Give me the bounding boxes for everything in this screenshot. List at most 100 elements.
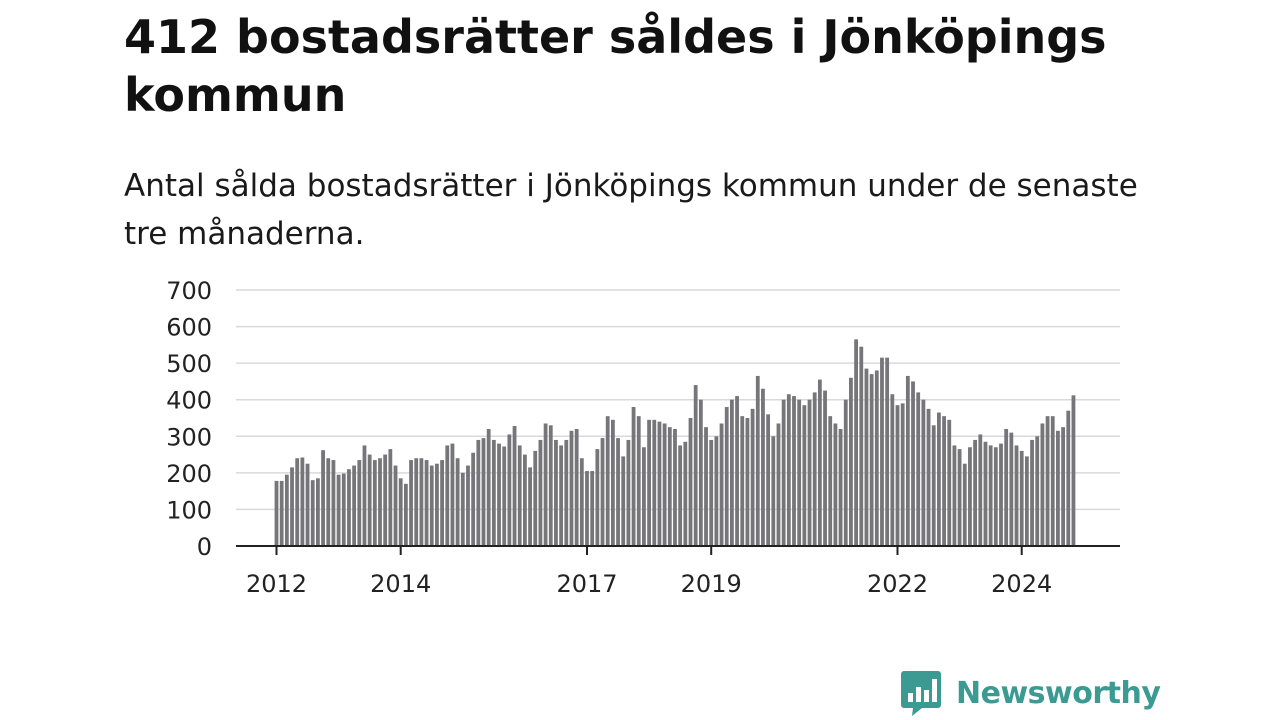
bar [616,438,620,546]
bar [962,463,967,546]
bar [698,399,703,546]
bar [667,427,672,546]
bar [957,449,962,546]
bar [626,439,631,546]
bar [409,460,413,546]
bar [1071,395,1076,546]
bar [388,449,393,546]
bar [393,465,398,546]
bar [838,428,843,546]
bar [947,419,952,546]
bar [372,460,377,546]
bar [621,456,626,546]
bar [673,428,677,546]
bar [590,471,595,546]
bar [554,439,558,546]
bar [895,405,900,546]
bar [316,478,320,546]
bar [1024,456,1029,546]
bar [352,465,357,546]
bar [719,423,724,546]
chart-subtitle: Antal sålda bostadsrätter i Jönköpings k… [124,168,1138,252]
bar [362,445,367,546]
bar [714,436,719,546]
bar [429,465,434,546]
bar [326,458,331,546]
bar [776,423,781,546]
bar [761,388,765,546]
bar [1030,439,1034,546]
bar [890,394,895,546]
bar [481,438,486,546]
bar [610,419,615,546]
bar [398,478,403,546]
bar [585,471,589,546]
chart-title: 412 bostadsrätter såldes i Jönköpings ko… [124,10,1107,122]
bar [1066,410,1071,546]
bar [378,458,382,546]
bar [745,418,750,546]
bar [517,445,522,546]
bar [916,392,921,546]
bar [279,480,284,546]
newsworthy-logo: Newsworthy [900,668,1161,718]
bar [1009,432,1014,546]
bar [486,428,491,546]
bar [523,454,527,546]
bar [652,419,657,546]
bar [942,416,946,546]
bar [885,357,890,546]
bar [502,446,507,546]
bar [1035,436,1040,546]
x-tick-label: 2014 [370,570,431,598]
bar [993,447,998,546]
bar [704,427,708,546]
bar [709,439,714,546]
bar [1019,450,1024,546]
bar [874,370,879,546]
bar [600,438,605,546]
x-tick-label: 2024 [991,570,1052,598]
bar [766,414,771,546]
y-tick-label: 500 [166,350,212,378]
bar [471,452,476,546]
bar [662,423,667,546]
x-tick-label: 2017 [556,570,617,598]
bar-chart: 0 100 200 300 400 500 600 700 2012 2014 2017 2019 20… [166,0,1120,598]
x-tick-label: 2012 [246,570,307,598]
bar [900,403,905,546]
bar [300,457,305,546]
bar [1014,445,1019,546]
bar [647,419,651,546]
bar [367,454,372,546]
bar [331,460,336,546]
y-tick-label: 400 [166,387,212,415]
bar [750,408,755,546]
y-tick-label: 300 [166,423,212,451]
bar [347,469,351,546]
bar [497,443,501,546]
bar [290,467,294,546]
bar [455,458,460,546]
bar [771,436,776,546]
bar [631,407,636,546]
bar [807,399,812,546]
bar [310,480,315,546]
bar [792,396,796,546]
bar [952,445,957,546]
bar [693,385,698,546]
bar [724,407,729,546]
y-tick-label: 700 [166,277,212,305]
bar [403,483,408,546]
bar [937,412,941,546]
bar [507,434,512,546]
bar [973,439,978,546]
bar [476,439,481,546]
bar [854,339,858,546]
bar [911,381,915,546]
bar [383,454,388,546]
bar [533,450,538,546]
bar [341,473,346,546]
bar [574,428,579,546]
bar [636,416,641,546]
